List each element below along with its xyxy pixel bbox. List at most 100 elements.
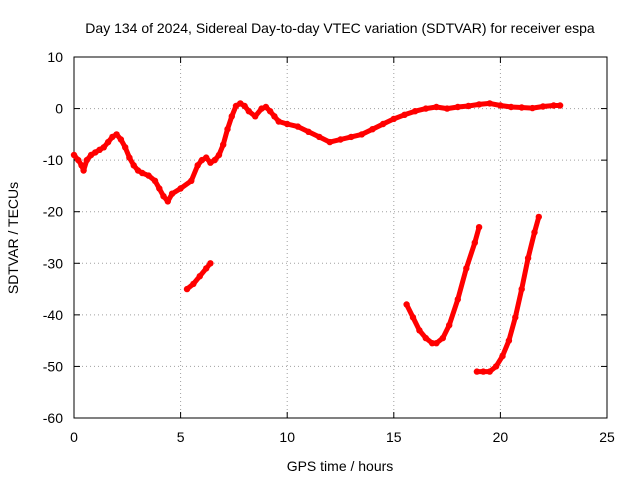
data-point [194, 162, 201, 169]
chart-title: Day 134 of 2024, Sidereal Day-to-day VTE… [85, 20, 595, 36]
data-point [80, 167, 87, 174]
data-point [411, 108, 419, 115]
data-point [401, 111, 408, 119]
x-tick-label: 5 [177, 429, 185, 445]
data-point [369, 126, 376, 133]
data-point [524, 254, 532, 262]
data-point [70, 151, 78, 159]
data-point [211, 156, 218, 164]
data-point [416, 327, 423, 334]
series-arc-1 [183, 260, 214, 293]
series-layer [70, 100, 564, 375]
data-point [78, 162, 85, 169]
data-point [531, 229, 538, 236]
data-point [475, 101, 483, 108]
data-point [220, 141, 227, 148]
x-axis-ticks: 0 5 10 15 20 25 [70, 57, 615, 445]
data-point [486, 368, 493, 375]
data-point [284, 120, 291, 128]
data-point [188, 177, 195, 184]
plot-frame [73, 56, 608, 419]
data-point [556, 102, 564, 109]
data-point [465, 102, 472, 110]
data-point [422, 334, 429, 342]
data-point [358, 131, 365, 138]
data-point [403, 301, 410, 308]
data-point [529, 104, 536, 112]
data-point [245, 108, 252, 115]
data-point [446, 322, 453, 329]
data-point [475, 224, 483, 231]
data-point [433, 340, 440, 347]
series-main [70, 100, 564, 205]
data-point [454, 103, 461, 111]
data-point [262, 103, 270, 111]
data-point [390, 115, 397, 123]
x-axis-label: GPS time / hours [287, 458, 394, 474]
data-point [203, 154, 210, 161]
data-point [433, 103, 440, 111]
y-tick-label: -60 [43, 410, 63, 426]
data-point [151, 177, 159, 184]
data-point [122, 144, 129, 151]
data-point [305, 128, 312, 135]
data-point [160, 193, 167, 200]
data-point [463, 265, 470, 272]
data-point [83, 156, 91, 164]
data-point [294, 123, 302, 130]
data-point [241, 102, 248, 110]
data-point [512, 314, 519, 321]
x-tick-label: 0 [70, 429, 78, 445]
y-tick-label: -40 [43, 307, 63, 323]
data-point [126, 154, 133, 161]
x-tick-label: 15 [386, 429, 402, 445]
data-point [113, 131, 120, 138]
data-point [348, 133, 355, 141]
data-point [104, 138, 112, 146]
data-point [473, 368, 481, 375]
data-point [518, 104, 525, 111]
data-point [190, 280, 197, 288]
data-point [326, 138, 333, 146]
data-point [228, 113, 235, 120]
data-point [535, 213, 542, 221]
data-point [486, 100, 493, 107]
data-point [505, 337, 513, 344]
data-point [499, 352, 506, 360]
data-point [443, 105, 451, 112]
y-tick-label: -20 [43, 204, 63, 220]
y-axis-label: SDTVAR / TECUs [5, 182, 21, 294]
data-point [275, 118, 282, 125]
data-point [379, 120, 387, 128]
x-tick-label: 20 [493, 429, 509, 445]
data-point [100, 144, 108, 151]
data-point [224, 126, 231, 133]
series-arc-2 [403, 224, 483, 347]
y-tick-label: 10 [47, 49, 63, 65]
data-point [471, 239, 478, 246]
data-point [203, 265, 210, 272]
data-point [422, 105, 429, 112]
data-point [215, 151, 223, 159]
y-tick-label: -10 [43, 152, 63, 168]
data-point [117, 136, 125, 143]
y-tick-label: -50 [43, 358, 63, 374]
data-point [183, 285, 191, 293]
data-point [196, 273, 203, 280]
data-point [168, 190, 176, 197]
data-point [164, 198, 171, 205]
data-point [518, 285, 525, 293]
y-tick-label: 0 [55, 101, 63, 117]
x-tick-label: 10 [279, 429, 295, 445]
x-tick-label: 25 [599, 429, 615, 445]
data-point [337, 136, 344, 143]
series-arc-3 [473, 213, 542, 375]
data-point [409, 314, 417, 321]
data-point [207, 260, 214, 267]
data-point [439, 334, 446, 342]
data-point [252, 113, 259, 120]
data-point [139, 169, 146, 177]
data-point [316, 133, 323, 141]
data-point [454, 296, 461, 303]
